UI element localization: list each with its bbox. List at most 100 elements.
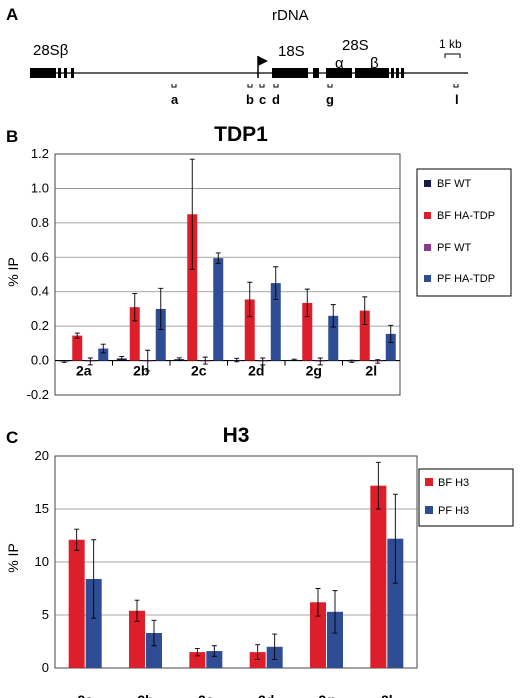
legend-swatch-pf-h3: [425, 506, 433, 514]
tdp1-bar-bf-ha-tdp-2l: [359, 310, 370, 361]
h3-error-bar-bf-h3-2c: [194, 647, 200, 657]
site-marker-a: [171, 84, 177, 88]
block-fragment: [313, 68, 319, 78]
tdp1-bar-bf-ha-tdp-2c: [187, 214, 198, 361]
label-28s: 28S: [342, 37, 369, 54]
h3-y-tick-label: 20: [35, 448, 49, 463]
tdp1-legend-box: [416, 168, 512, 297]
h3-plot-area: 0 5 10 15 20 2a 2b 2c 2d 2g 2l: [35, 448, 418, 698]
tdp1-x-tick-label: 2a: [76, 363, 92, 379]
h3-bar-pf-h3-2a: [85, 578, 102, 668]
h3-bar-bf-h3-2d: [249, 652, 266, 668]
h3-bar-pf-h3-2c: [206, 651, 223, 668]
tdp1-y-tick-label: 0.8: [31, 215, 49, 230]
legend-label-bf-ha-tdp: BF HA-TDP: [437, 210, 495, 222]
tdp1-plot-area: -0.2 0.0 0.2 0.4 0.6 0.8 1.0 1.2 2a 2b 2c 2d 2g 2l: [27, 146, 401, 402]
rdna-blocks: [30, 68, 404, 78]
h3-error-bar-pf-h3-2l: [392, 493, 398, 584]
block-fragment: [391, 68, 394, 78]
amplicon-markers: [171, 84, 459, 88]
tdp1-error-bar-pf-ha-tdp-2g: [330, 304, 336, 328]
tdp1-y-tick-label: 1.2: [31, 146, 49, 161]
tdp1-error-bar-bf-ha-tdp-2c: [189, 158, 195, 270]
panel-letter-b: B: [6, 127, 18, 146]
h3-legend-box: [418, 468, 514, 527]
tdp1-bar-bf-ha-tdp-2d: [244, 299, 255, 361]
tdp1-error-bar-pf-ha-tdp-2d: [273, 266, 279, 300]
h3-y-axis-label: % IP: [5, 543, 21, 573]
h3-y-tick-label: 0: [42, 660, 49, 675]
label-alpha: α: [335, 55, 344, 72]
h3-bar-pf-h3-2b: [146, 633, 162, 668]
site-marker-b: [247, 84, 253, 88]
h3-error-bar-bf-h3-2a: [74, 528, 80, 551]
legend-label-bf-wt: BF WT: [437, 178, 471, 190]
tdp1-y-axis-label: % IP: [5, 257, 21, 287]
tdp1-error-bar-pf-wt-2c: [202, 356, 208, 365]
tdp1-error-bar-pf-ha-tdp-2c: [215, 252, 221, 264]
block-28s-beta-left: [30, 68, 56, 78]
label-beta: β: [370, 55, 379, 72]
h3-error-bar-pf-h3-2d: [272, 633, 278, 660]
h3-bar-bf-h3-2b: [129, 610, 145, 668]
scale-bar-label: 1 kb: [439, 37, 462, 51]
tdp1-bar-pf-ha-tdp-2d: [270, 283, 281, 361]
h3-bar-bf-h3-2l: [370, 485, 387, 668]
h3-error-bar-bf-h3-2l: [375, 461, 381, 510]
h3-error-bar-bf-h3-2b: [134, 599, 140, 622]
tdp1-error-bar-bf-ha-tdp-2a: [74, 332, 80, 339]
block-28s-alpha: [326, 68, 352, 78]
h3-x-tick-label: 2b: [137, 692, 153, 698]
tdp1-y-tick-label: 0.2: [31, 318, 49, 333]
h3-x-tick-label: 2c: [198, 692, 214, 698]
h3-error-bar-pf-h3-2b: [151, 619, 157, 647]
tdp1-chart: B TDP1 % IP -0.2 0.0 0.2 0.4 0.6 0.8 1.0 1.2 2a 2…: [5, 123, 512, 402]
h3-error-bar-pf-h3-2a: [91, 539, 97, 619]
h3-error-bar-bf-h3-2d: [255, 644, 261, 660]
tdp1-error-bar-bf-ha-tdp-2l: [362, 296, 368, 325]
h3-bar-pf-h3-2l: [387, 538, 404, 668]
tdp1-y-tick-label: 0.0: [31, 353, 49, 368]
tdp1-error-bar-bf-wt-2c: [176, 357, 182, 362]
block-fragment: [64, 68, 67, 78]
tdp1-error-bar-pf-wt-2a: [87, 357, 93, 366]
h3-bar-bf-h3-2g: [310, 602, 326, 668]
legend-label-pf-h3: PF H3: [438, 505, 469, 517]
tdp1-error-bar-bf-ha-tdp-2g: [304, 288, 310, 318]
block-fragment: [401, 68, 404, 78]
tdp1-x-tick-label: 2d: [248, 363, 264, 379]
block-fragment: [396, 68, 399, 78]
tdp1-plot-frame: [54, 153, 401, 396]
tdp1-y-tick-label: -0.2: [27, 387, 49, 402]
h3-chart-title: H3: [223, 424, 250, 447]
site-label-l: l: [455, 92, 459, 107]
legend-swatch-pf-wt: [424, 244, 431, 251]
h3-x-tick-label: 2d: [258, 692, 274, 698]
tdp1-x-tick-label: 2l: [365, 363, 377, 379]
site-label-g: g: [326, 92, 334, 107]
tdp1-bar-pf-ha-tdp-2c: [213, 258, 224, 361]
panel-letter-a: A: [6, 5, 18, 24]
tdp1-error-bar-pf-wt-2l: [375, 359, 381, 364]
h3-plot-frame: [54, 455, 418, 669]
tdp1-error-bar-pf-ha-tdp-2l: [388, 324, 394, 343]
tdp1-bar-bf-ha-tdp-2g: [302, 302, 313, 361]
site-label-c: c: [259, 92, 266, 107]
tdp1-error-bar-pf-ha-tdp-2a: [100, 343, 106, 354]
site-label-d: d: [272, 92, 280, 107]
tdp1-error-bar-bf-wt-2l: [349, 359, 355, 363]
tdp1-error-bar-pf-wt-2b: [145, 349, 151, 372]
legend-label-pf-ha-tdp: PF HA-TDP: [437, 273, 495, 285]
site-marker-l: [453, 84, 459, 88]
tdp1-error-bar-bf-wt-2b: [119, 355, 125, 362]
tdp1-x-tick-label: 2g: [306, 363, 322, 379]
tdp1-error-bar-bf-wt-2g: [291, 358, 297, 362]
site-marker-d: [273, 84, 279, 88]
h3-error-bar-bf-h3-2g: [315, 588, 321, 617]
h3-bar-bf-h3-2a: [68, 539, 85, 668]
tdp1-bar-pf-ha-tdp-2l: [385, 333, 396, 361]
tdp1-bar-pf-ha-tdp-2g: [328, 315, 339, 361]
legend-swatch-bf-wt: [424, 180, 431, 187]
block-28s-beta: [355, 68, 389, 78]
h3-chart: C H3 % IP 0 5 10 15 20 2a 2b 2c 2d 2g 2l BF H3 PF …: [5, 424, 514, 698]
